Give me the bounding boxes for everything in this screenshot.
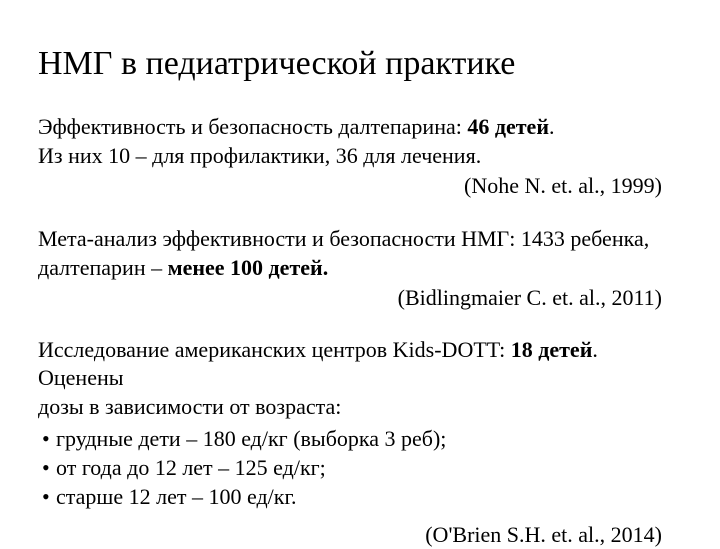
s3-l1b: 18 детей — [511, 337, 593, 362]
list-item: старше 12 лет – 100 ед/кг. — [56, 482, 682, 511]
list-item: грудные дети – 180 ед/кг (выборка 3 реб)… — [56, 424, 682, 453]
s1-l1a: Эффективность и безопасность далтепарина… — [38, 114, 467, 139]
section-1-citation: (Nohe N. et. al., 1999) — [38, 172, 682, 200]
section-2-line-1: Мета-анализ эффективности и безопасности… — [38, 225, 682, 253]
section-2-citation: (Bidlingmaier С. et. al., 2011) — [38, 284, 682, 312]
section-3-line-2: дозы в зависимости от возраста: — [38, 393, 682, 421]
section-1-line-2: Из них 10 – для профилактики, 36 для леч… — [38, 142, 682, 170]
list-item: от года до 12 лет – 125 ед/кг; — [56, 453, 682, 482]
s2-l2b: менее 100 детей. — [168, 255, 329, 280]
section-3-line-1: Исследование американских центров Kids-D… — [38, 336, 682, 392]
section-1-line-1: Эффективность и безопасность далтепарина… — [38, 113, 682, 141]
s1-l1b: 46 детей — [467, 114, 549, 139]
section-1: Эффективность и безопасность далтепарина… — [38, 113, 682, 200]
s1-l1c: . — [549, 114, 555, 139]
slide-title: НМГ в педиатрической практике — [38, 44, 682, 83]
s3-l1a: Исследование американских центров Kids-D… — [38, 337, 511, 362]
section-3-bullets: грудные дети – 180 ед/кг (выборка 3 реб)… — [38, 424, 682, 511]
section-3-citation: (O'Brien S.H. et. al., 2014) — [38, 521, 682, 549]
section-2: Мета-анализ эффективности и безопасности… — [38, 225, 682, 312]
section-2-line-2: далтепарин – менее 100 детей. — [38, 254, 682, 282]
section-3: Исследование американских центров Kids-D… — [38, 336, 682, 549]
s2-l2a: далтепарин – — [38, 255, 168, 280]
slide: НМГ в педиатрической практике Эффективно… — [0, 0, 720, 540]
